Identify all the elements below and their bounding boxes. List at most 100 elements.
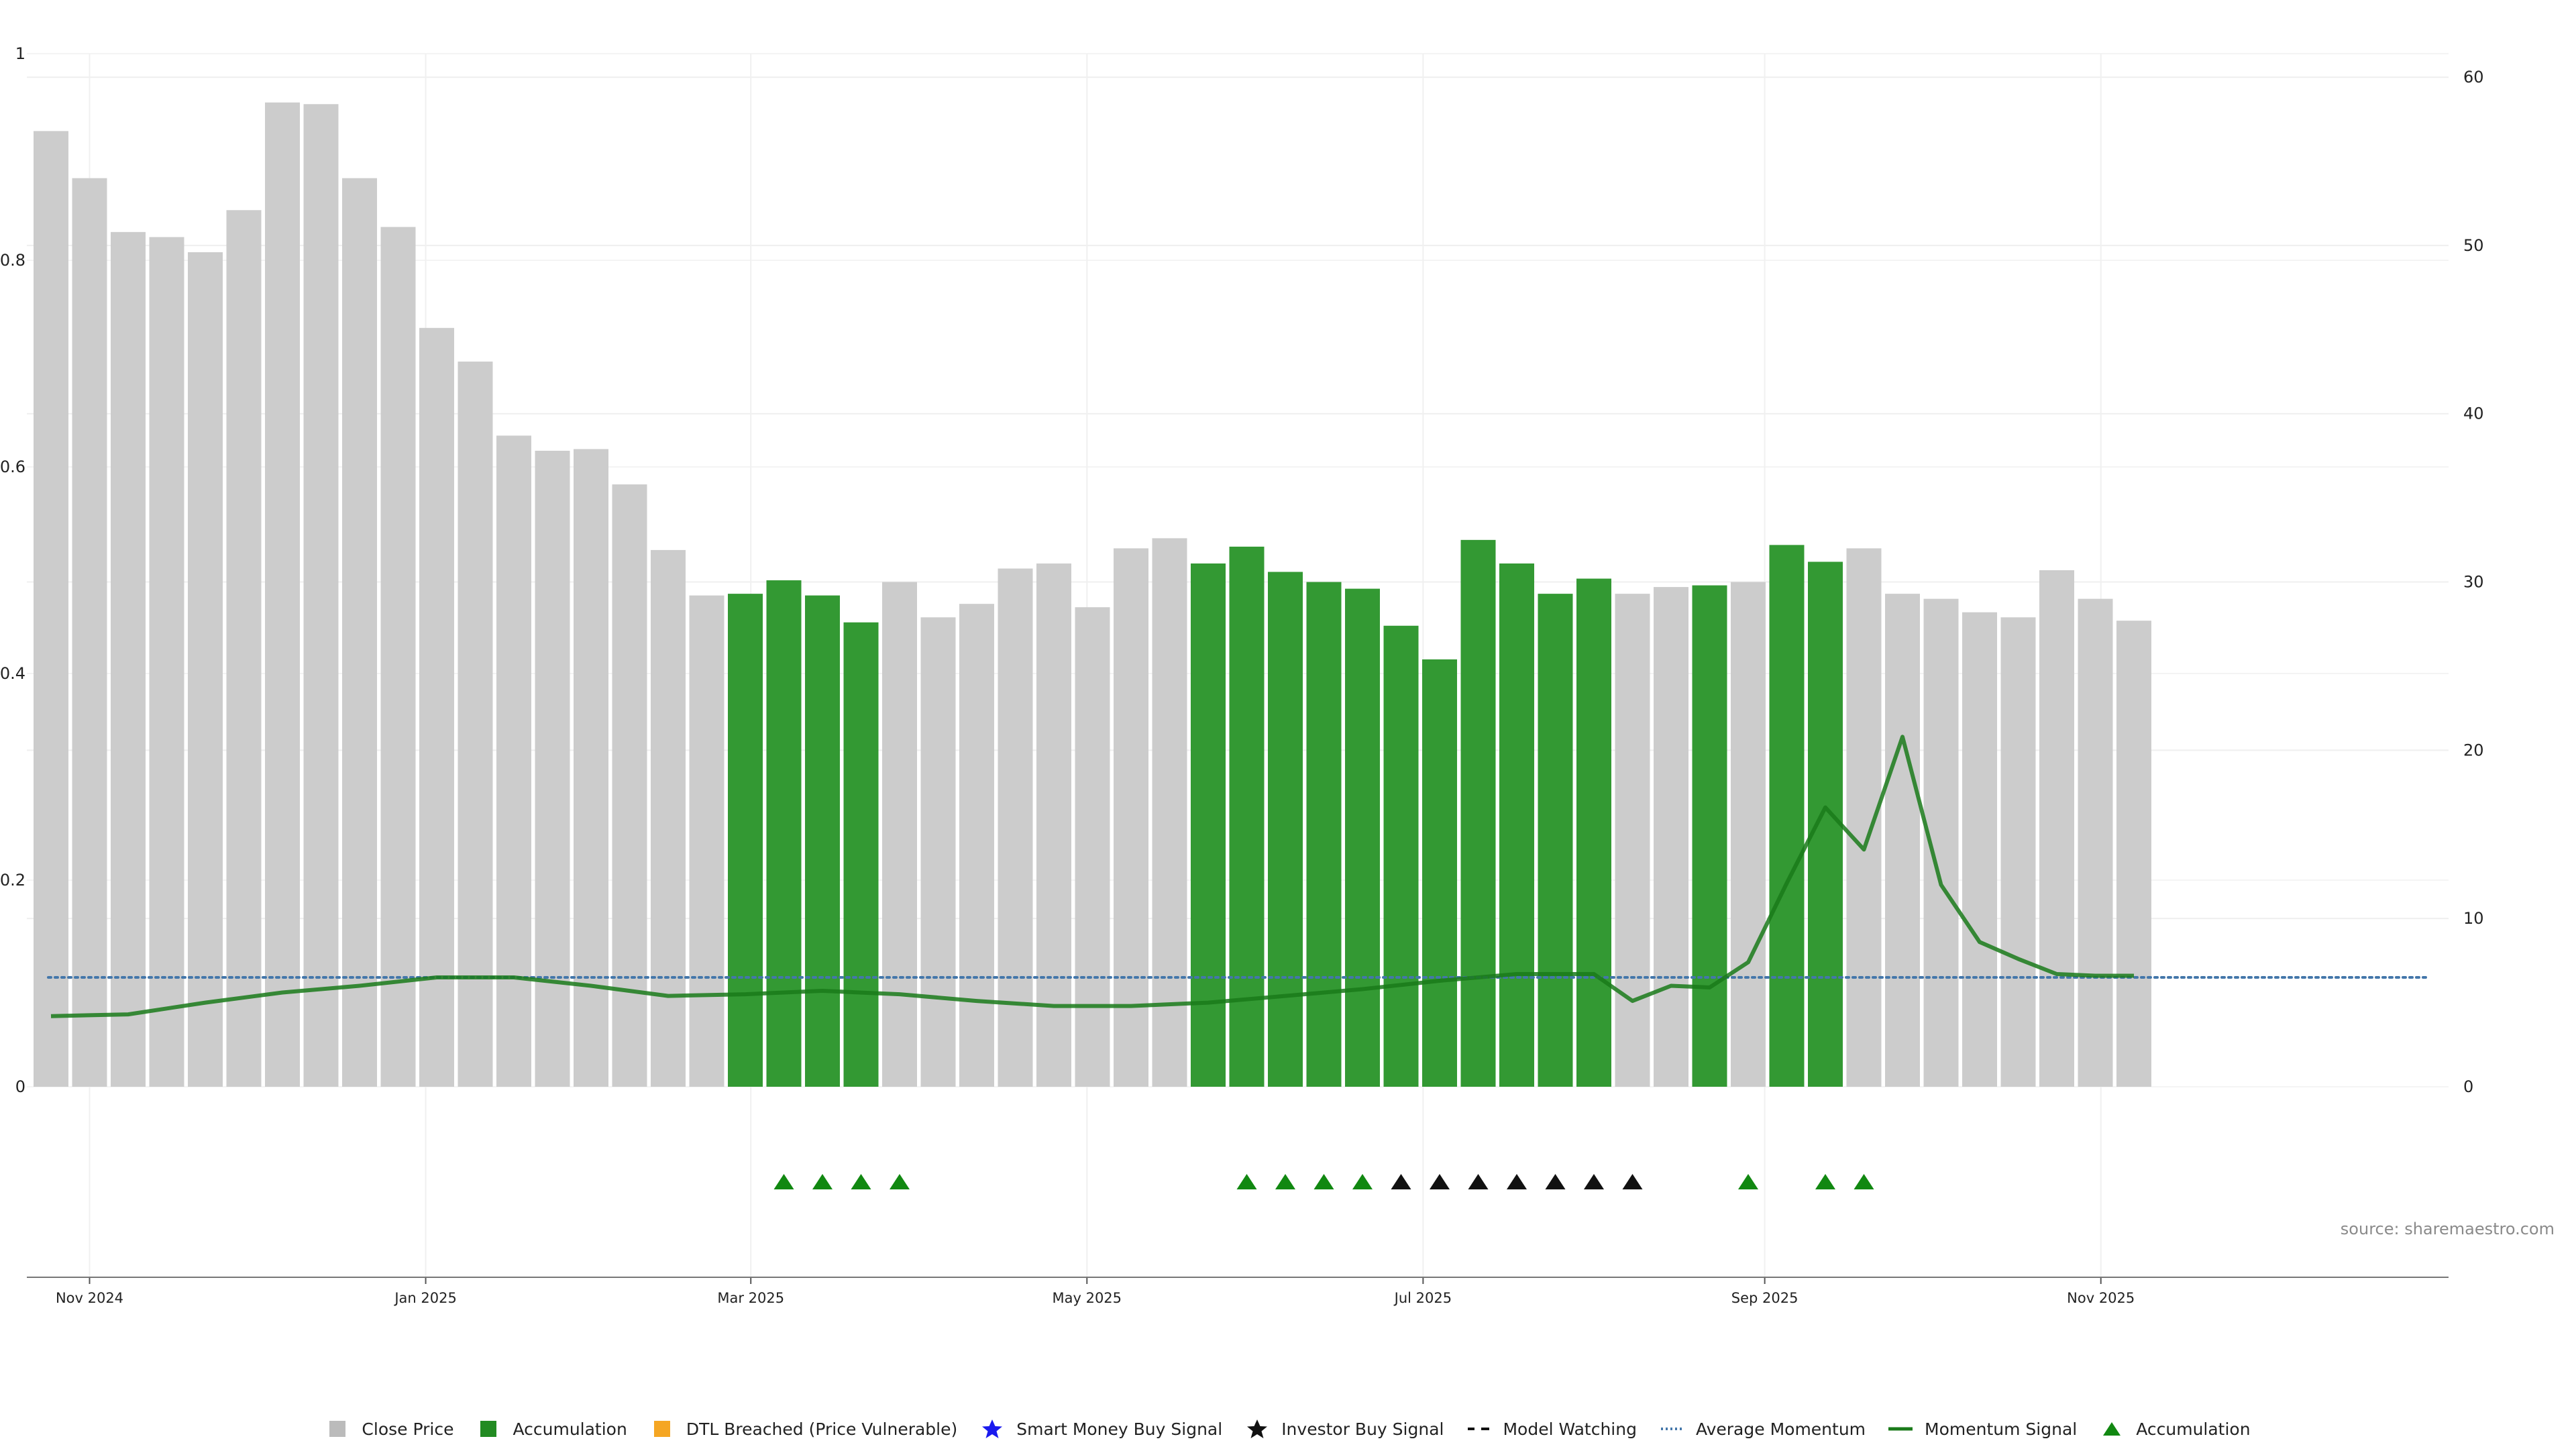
investor-signal-marker — [1430, 1174, 1450, 1189]
close-price-bar — [2116, 621, 2152, 1087]
x-tick-label: Mar 2025 — [717, 1290, 784, 1306]
accumulation-signal-marker — [851, 1174, 871, 1189]
close-price-bar — [2039, 570, 2075, 1087]
accumulation-bar — [1306, 582, 1342, 1087]
accumulation-bar — [843, 622, 879, 1087]
close-price-bar — [303, 104, 339, 1087]
legend-label: Momentum Signal — [1925, 1419, 2078, 1439]
legend-marker-square-icon — [476, 1419, 500, 1439]
close-price-bar — [920, 617, 956, 1087]
right-tick-label: 20 — [2463, 741, 2484, 759]
close-price-bar — [496, 435, 532, 1087]
left-tick-label: 0 — [15, 1077, 25, 1096]
accumulation-bar — [1538, 594, 1573, 1087]
close-price-bar — [998, 568, 1033, 1087]
legend-marker-triangle-icon — [2100, 1419, 2124, 1439]
legend-marker-star-icon — [980, 1419, 1004, 1439]
accumulation-signal-marker — [1275, 1174, 1296, 1189]
right-tick-label: 10 — [2463, 909, 2484, 928]
legend-item: Investor Buy Signal — [1245, 1419, 1444, 1439]
close-price-bar — [574, 449, 609, 1087]
accumulation-signal-marker — [890, 1174, 910, 1189]
close-price-bar — [2078, 598, 2113, 1087]
close-price-bar — [1654, 587, 1689, 1087]
close-price-bar — [651, 549, 686, 1087]
accumulation-bar — [766, 580, 802, 1087]
close-price-bar — [72, 178, 107, 1087]
close-price-bar — [1885, 594, 1921, 1087]
accumulation-bar — [1191, 563, 1226, 1087]
legend-item: Momentum Signal — [1888, 1419, 2077, 1439]
x-tick-label: May 2025 — [1053, 1290, 1122, 1306]
legend-marker-line-icon — [1888, 1419, 1913, 1439]
close-price-bar — [689, 595, 724, 1087]
left-tick-label: 0.4 — [0, 664, 25, 683]
investor-signal-marker — [1545, 1174, 1566, 1189]
accumulation-bar — [1576, 578, 1612, 1087]
close-price-bar — [419, 327, 455, 1087]
close-price-bar — [111, 231, 146, 1087]
accumulation-signal-marker — [1815, 1174, 1836, 1189]
x-tick-label: Nov 2024 — [56, 1290, 123, 1306]
right-tick-label: 60 — [2463, 68, 2484, 87]
close-price-bar — [535, 450, 570, 1087]
close-price-bar — [380, 227, 416, 1087]
legend-item: Close Price — [325, 1419, 453, 1439]
investor-signal-marker — [1622, 1174, 1643, 1189]
close-price-bar — [226, 210, 262, 1087]
bar-layer — [34, 102, 2152, 1087]
close-price-bar — [1615, 594, 1650, 1087]
close-price-bar — [1962, 612, 1998, 1087]
close-price-bar — [34, 131, 68, 1087]
legend-item: Accumulation — [476, 1419, 627, 1439]
close-price-bar — [188, 252, 223, 1087]
accumulation-signal-marker — [1854, 1174, 1874, 1189]
investor-signal-marker — [1391, 1174, 1411, 1189]
right-tick-label: 50 — [2463, 236, 2484, 255]
close-price-bar — [1075, 607, 1110, 1087]
legend-label: DTL Breached (Price Vulnerable) — [686, 1419, 958, 1439]
legend-item: Average Momentum — [1660, 1419, 1866, 1439]
accumulation-signal-marker — [812, 1174, 833, 1189]
legend-label: Average Momentum — [1695, 1419, 1866, 1439]
x-tick-label: Nov 2025 — [2067, 1290, 2135, 1306]
axis-layer: 0 10 20 30 40 50 60 0 0.2 0.4 0.6 0.8 1 Nov 2024 Jan 2… — [0, 44, 2484, 1306]
legend-marker-star-icon — [1245, 1419, 1269, 1439]
line-layer — [47, 735, 2431, 1018]
legend-label: Investor Buy Signal — [1281, 1419, 1444, 1439]
close-price-bar — [959, 604, 995, 1087]
accumulation-bar — [1345, 588, 1381, 1087]
close-price-bar — [265, 102, 301, 1087]
legend-label: Accumulation — [513, 1419, 627, 1439]
left-tick-label: 0.6 — [0, 458, 25, 476]
accumulation-bar — [1692, 585, 1727, 1087]
left-tick-label: 1 — [15, 44, 25, 63]
accumulation-bar — [1229, 546, 1265, 1087]
close-price-bar — [2000, 617, 2036, 1087]
close-price-bar — [1731, 582, 1766, 1087]
legend-item: Accumulation — [2100, 1419, 2251, 1439]
legend-marker-square-icon — [650, 1419, 674, 1439]
legend-marker-dotted-icon — [1660, 1419, 1684, 1439]
close-price-bar — [1036, 563, 1072, 1087]
close-price-bar — [342, 178, 378, 1087]
accumulation-bar — [1808, 561, 1843, 1087]
investor-signal-marker — [1507, 1174, 1527, 1189]
right-tick-label: 40 — [2463, 405, 2484, 423]
legend-item: DTL Breached (Price Vulnerable) — [650, 1419, 957, 1439]
accumulation-bar — [728, 594, 763, 1087]
close-price-bar — [1114, 548, 1149, 1087]
close-price-bar — [458, 361, 493, 1087]
accumulation-bar — [1499, 563, 1535, 1087]
legend-item: Smart Money Buy Signal — [980, 1419, 1222, 1439]
legend-marker-square-icon — [325, 1419, 350, 1439]
legend-label: Model Watching — [1503, 1419, 1637, 1439]
accumulation-signal-marker — [1738, 1174, 1759, 1189]
accumulation-signal-marker — [773, 1174, 794, 1189]
investor-signal-marker — [1584, 1174, 1605, 1189]
x-tick-label: Jul 2025 — [1393, 1290, 1452, 1306]
close-price-bar — [149, 237, 184, 1087]
accumulation-bar — [805, 595, 841, 1087]
accumulation-signal-marker — [1352, 1174, 1373, 1189]
